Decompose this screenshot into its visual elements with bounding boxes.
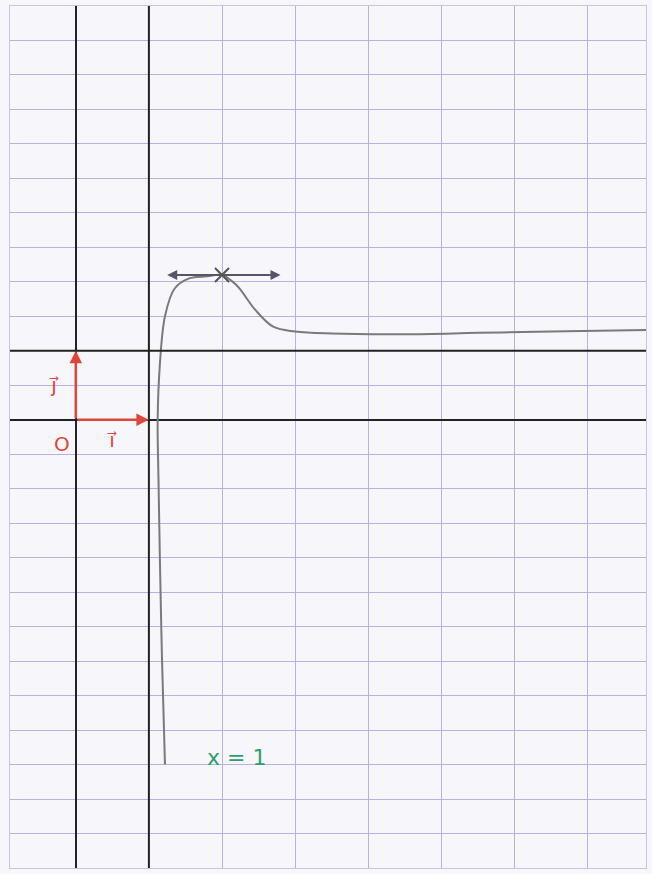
svg-text:j⃗: j⃗	[49, 373, 59, 397]
svg-text:x = 1: x = 1	[207, 745, 266, 770]
svg-text:i⃗: i⃗	[107, 428, 117, 452]
svg-text:O: O	[54, 432, 70, 456]
